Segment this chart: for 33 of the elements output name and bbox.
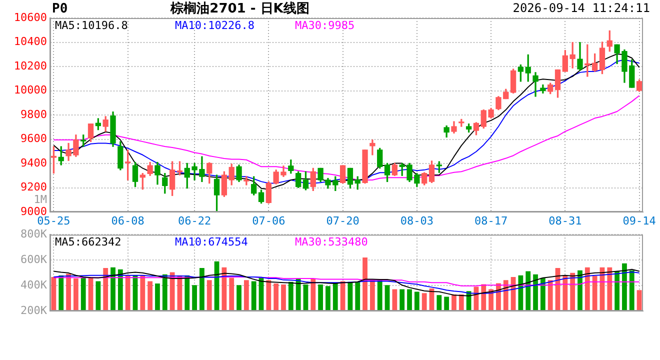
- x-tick-label: 08-03: [400, 214, 434, 228]
- y-tick-label: 200K: [20, 304, 48, 317]
- text: 2026-09-14 11:24:11: [512, 1, 650, 16]
- y-tick-label: 10600: [14, 10, 47, 24]
- text: MA10:674554: [175, 235, 248, 248]
- text: 1M: [34, 192, 48, 206]
- x-tick-label: 09-14: [622, 214, 656, 228]
- text: MA10:10226.8: [175, 18, 254, 32]
- x-tick-label: 06-22: [178, 214, 212, 228]
- x-tick-label: 08-17: [474, 214, 508, 228]
- y-tick-label: 400K: [20, 278, 48, 292]
- y-tick-label: 10200: [14, 59, 47, 72]
- x-tick-label: 08-31: [548, 214, 582, 228]
- text: MA30:9985: [295, 18, 355, 32]
- candlestick: [370, 140, 376, 156]
- x-tick-label: 06-08: [111, 214, 144, 228]
- candlestick: [244, 176, 250, 186]
- y-tick-label: 9200: [20, 180, 47, 194]
- y-tick-label: 10000: [14, 84, 47, 97]
- y-tick-label: 9400: [20, 156, 47, 170]
- y-tick-label: 9600: [20, 132, 47, 146]
- y-tick-label: 600K: [20, 252, 48, 266]
- y-tick-label: 10400: [14, 35, 47, 48]
- x-tick-label: 07-06: [252, 214, 286, 228]
- y-tick-label: 9800: [20, 108, 47, 121]
- chart-title: 棕榈油2701 - 日K线图: [170, 0, 310, 16]
- text: MA5:662342: [55, 235, 122, 248]
- candlestick: [532, 72, 538, 97]
- y-tick-label: 800K: [20, 227, 48, 240]
- x-tick-label: 07-20: [326, 214, 360, 228]
- text: MA5:10196.8: [55, 18, 128, 32]
- text: P0: [52, 1, 68, 16]
- text: MA30:533480: [295, 235, 368, 248]
